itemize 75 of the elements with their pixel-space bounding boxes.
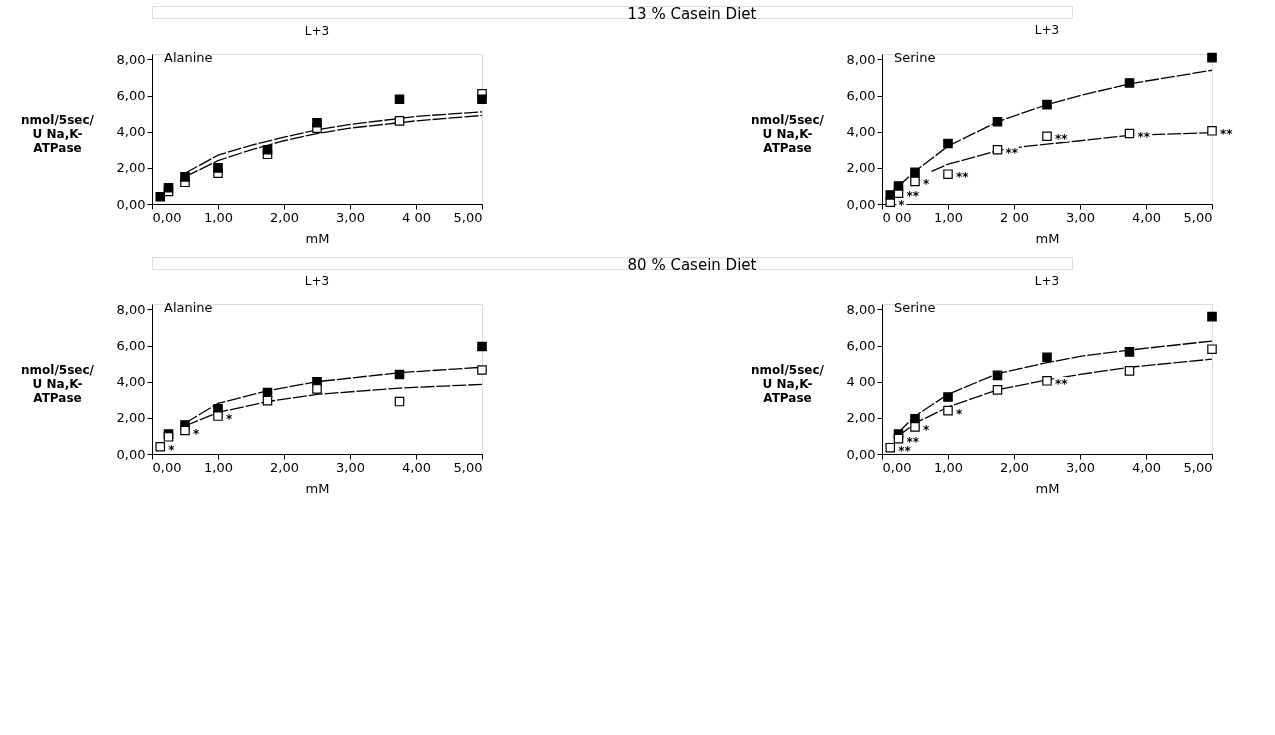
x-tick-label: 1,00 (934, 459, 963, 475)
chart-subtitle: Serine (894, 300, 936, 315)
annotation: * (193, 426, 200, 441)
chart-title: L+3 (304, 274, 330, 288)
x-tick-label: 0,00 (152, 209, 182, 225)
annotation: ** (1220, 126, 1234, 141)
x-tick-label: 2,00 (270, 209, 299, 225)
x-tick-label: 5,00 (453, 459, 483, 475)
y-tick-label: 8,00 (116, 51, 146, 67)
y-tick-label: 4 00 (846, 374, 876, 390)
chart-title: L+3 (1034, 274, 1060, 288)
x-tick-label: 2,00 (1000, 459, 1029, 475)
x-axis-title: mM (1035, 230, 1060, 246)
y-axis-title: nmol/5sec/ U Na,K- ATPase (751, 112, 825, 155)
y-tick-label: 6,00 (116, 338, 146, 354)
y-tick-label: 0,00 (846, 196, 876, 212)
text: 80 % Casein Diet (627, 256, 757, 274)
text: 13 % Casein Diet (627, 5, 757, 23)
y-tick-label: 0,00 (116, 196, 146, 212)
x-tick-label: 1,00 (204, 209, 233, 225)
x-tick-label: 1,00 (204, 459, 233, 475)
y-axis-title: nmol/5sec/ U Na,K- ATPase (751, 362, 825, 405)
annotation: ** (956, 170, 970, 185)
x-axis-title: mM (1035, 480, 1060, 496)
annotation: * (226, 412, 233, 427)
annotation: * (168, 442, 176, 457)
y-tick-label: 8,00 (846, 51, 876, 67)
chart-subtitle: Alanine (164, 300, 213, 315)
x-tick-label: 3,00 (1066, 209, 1095, 225)
y-axis-title: nmol/5sec/ U Na,K- ATPase (21, 362, 95, 405)
chart-title: L+3 (304, 24, 330, 38)
x-tick-label: 5,00 (1183, 209, 1213, 225)
x-tick-label: 5,00 (453, 209, 483, 225)
x-tick-label: 1,00 (934, 209, 963, 225)
annotation: * (923, 422, 930, 437)
y-tick-label: 2,00 (846, 410, 876, 426)
y-tick-label: 8,00 (846, 301, 876, 317)
x-tick-label: 4,00 (402, 459, 431, 475)
annotation: ** (906, 189, 920, 204)
x-tick-label: 3,00 (1066, 459, 1095, 475)
chart-subtitle: Serine (894, 50, 936, 65)
y-axis-title: nmol/5sec/ U Na,K- ATPase (21, 112, 95, 155)
y-tick-label: 8,00 (116, 301, 146, 317)
x-axis-title: mM (305, 230, 330, 246)
x-axis-title: mM (305, 480, 330, 496)
annotation: * (923, 177, 930, 192)
chart-subtitle: Alanine (164, 50, 213, 65)
x-tick-label: 3,00 (336, 459, 365, 475)
y-tick-label: 0,00 (116, 446, 146, 462)
x-tick-label: 0,00 (152, 459, 182, 475)
x-tick-label: 3,00 (336, 209, 365, 225)
y-tick-label: 4,00 (116, 124, 146, 140)
annotation: ** (898, 443, 912, 458)
x-tick-label: 2,00 (270, 459, 299, 475)
y-tick-label: 2,00 (116, 160, 146, 176)
annotation: ** (1055, 376, 1069, 391)
y-tick-label: 4,00 (116, 374, 146, 390)
y-tick-label: 2,00 (846, 160, 876, 176)
y-tick-label: 6,00 (846, 88, 876, 104)
y-tick-label: 4,00 (846, 124, 876, 140)
chart-title: L+3 (1034, 23, 1060, 38)
annotation: * (956, 406, 963, 421)
x-tick-label: 4 00 (402, 209, 431, 225)
x-tick-label: 4,00 (1132, 459, 1161, 475)
y-tick-label: 6,00 (116, 88, 146, 104)
y-tick-label: 0,00 (846, 446, 876, 462)
x-tick-label: 4,00 (1132, 209, 1161, 225)
x-tick-label: 0,00 (882, 459, 912, 475)
annotation: ** (1005, 145, 1019, 160)
annotation: ** (1055, 132, 1069, 147)
x-tick-label: 2 00 (1000, 209, 1029, 225)
y-tick-label: 6,00 (846, 338, 876, 354)
x-tick-label: 0 00 (882, 209, 912, 225)
y-tick-label: 2,00 (116, 410, 146, 426)
x-tick-label: 5,00 (1183, 459, 1213, 475)
